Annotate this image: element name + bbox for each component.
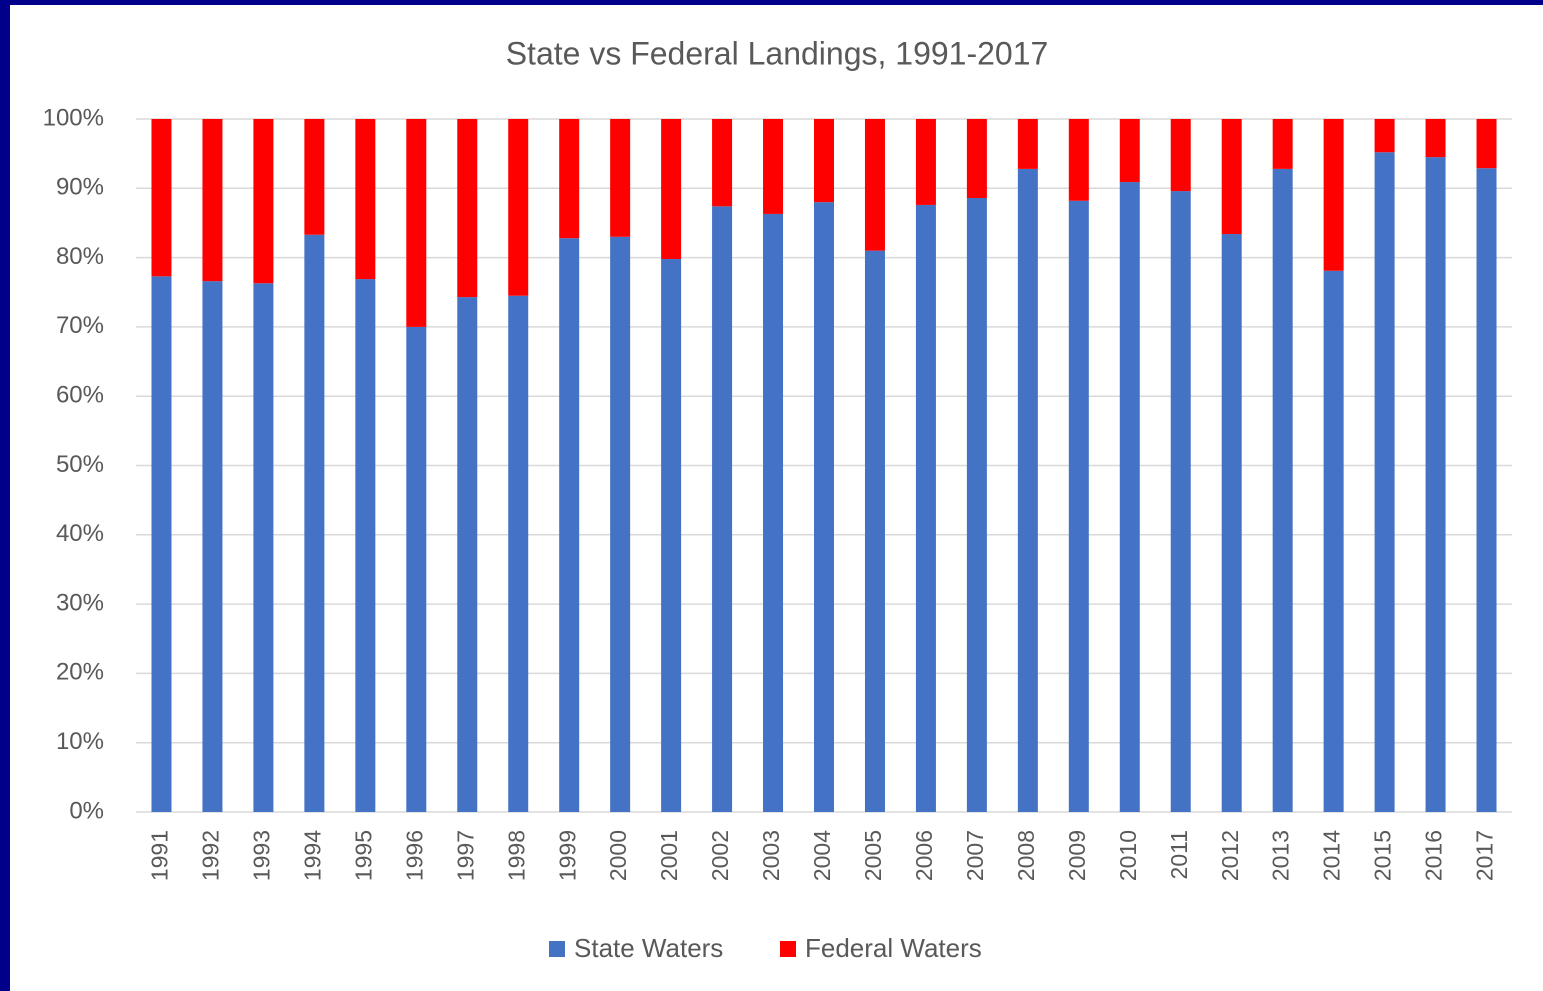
bar-segment (457, 297, 478, 812)
bar-segment (1272, 168, 1293, 812)
bar-segment (763, 213, 784, 813)
bar-segment (1017, 119, 1038, 169)
x-tick-label: 1998 (503, 830, 529, 881)
bar-segment (1170, 119, 1191, 192)
x-tick-label: 1996 (401, 830, 427, 881)
y-tick-label: 0% (69, 797, 104, 824)
bar-segment (1068, 200, 1089, 813)
bar-segment (1323, 270, 1344, 813)
bar-segment (814, 119, 834, 203)
bar-segment (610, 119, 631, 237)
x-tick-label: 1995 (350, 830, 376, 881)
bar-segment (864, 119, 885, 251)
x-tick-label: 2014 (1319, 830, 1345, 881)
bar-segment (1323, 119, 1344, 271)
x-tick-label: 2003 (758, 830, 784, 881)
legend-label: State Waters (574, 933, 723, 963)
x-tick-label: 2015 (1370, 830, 1396, 881)
bar-segment (406, 326, 427, 812)
bar-segment (559, 238, 580, 813)
bar-segment (1425, 119, 1446, 158)
legend-swatch (780, 941, 796, 957)
bar-segment (304, 234, 325, 812)
x-tick-label: 2006 (911, 830, 937, 881)
y-tick-label: 20% (56, 659, 104, 686)
bar-segment (763, 119, 784, 214)
legend-label: Federal Waters (805, 933, 982, 963)
x-tick-label: 1999 (554, 830, 580, 881)
bar-segment (1119, 119, 1140, 183)
x-tick-label: 2002 (707, 830, 733, 881)
x-tick-label: 2016 (1421, 830, 1447, 881)
bar-segment (355, 119, 376, 280)
bar-segment (966, 119, 987, 199)
bar-segment (406, 119, 427, 327)
bar-segment (1068, 119, 1089, 201)
x-tick-label: 1991 (147, 830, 173, 881)
x-tick-label: 2013 (1268, 830, 1294, 881)
y-tick-label: 40% (56, 520, 104, 547)
y-tick-label: 70% (56, 312, 104, 339)
chart-title: State vs Federal Landings, 1991-2017 (506, 35, 1049, 71)
bar-segment (508, 119, 529, 296)
bar-segment (1374, 152, 1395, 813)
bar-segment (1221, 119, 1242, 235)
bar-segment (1221, 234, 1242, 813)
bar-segment (151, 119, 172, 277)
bar-segment (814, 202, 834, 812)
x-tick-label: 2004 (809, 830, 835, 881)
bar-segment (304, 119, 325, 235)
bar-segment (151, 276, 172, 812)
bar-segment (966, 198, 987, 812)
bar-segment (864, 250, 885, 813)
bar-segment (1119, 182, 1140, 813)
bar-segment (1017, 168, 1038, 812)
x-tick-label: 2009 (1064, 830, 1090, 881)
bar-segment (1425, 157, 1446, 813)
bar-segment (253, 119, 274, 284)
bar-segment (661, 258, 682, 813)
bar-segment (508, 295, 529, 813)
y-tick-label: 80% (56, 243, 104, 270)
y-tick-label: 10% (56, 728, 104, 755)
x-tick-label: 2000 (605, 830, 631, 881)
bar-segment (559, 119, 580, 239)
bar-segment (915, 119, 936, 205)
bar-segment (1476, 119, 1497, 169)
bar-segment (355, 279, 376, 812)
x-tick-label: 2010 (1115, 830, 1141, 881)
bar-segment (1476, 168, 1497, 812)
x-tick-label: 1997 (452, 830, 478, 881)
y-tick-label: 100% (43, 104, 104, 131)
x-tick-label: 2008 (1013, 830, 1039, 881)
bar-segment (1272, 119, 1293, 169)
x-tick-label: 2007 (962, 830, 988, 881)
bar-segment (712, 206, 733, 812)
x-tick-label: 2005 (860, 830, 886, 881)
bar-segment (712, 119, 733, 207)
bar-segment (202, 281, 223, 812)
bar-segment (915, 204, 936, 812)
x-tick-label: 1994 (299, 830, 325, 881)
bar-segment (1374, 119, 1395, 153)
bar-segment (457, 119, 478, 298)
y-tick-label: 30% (56, 589, 104, 616)
bar-segment (1170, 191, 1191, 812)
x-tick-label: 2001 (656, 830, 682, 881)
bar-segment (253, 283, 274, 813)
y-tick-label: 90% (56, 174, 104, 201)
x-tick-label: 2017 (1472, 830, 1498, 881)
bar-segment (661, 119, 682, 259)
legend-swatch (549, 941, 565, 957)
x-tick-label: 1992 (198, 830, 224, 881)
bar-segment (202, 119, 223, 282)
y-tick-label: 50% (56, 451, 104, 478)
x-tick-label: 2011 (1166, 830, 1192, 879)
x-tick-label: 2012 (1217, 830, 1243, 881)
x-tick-label: 1993 (248, 830, 274, 881)
bar-segment (610, 236, 631, 812)
y-tick-label: 60% (56, 382, 104, 409)
